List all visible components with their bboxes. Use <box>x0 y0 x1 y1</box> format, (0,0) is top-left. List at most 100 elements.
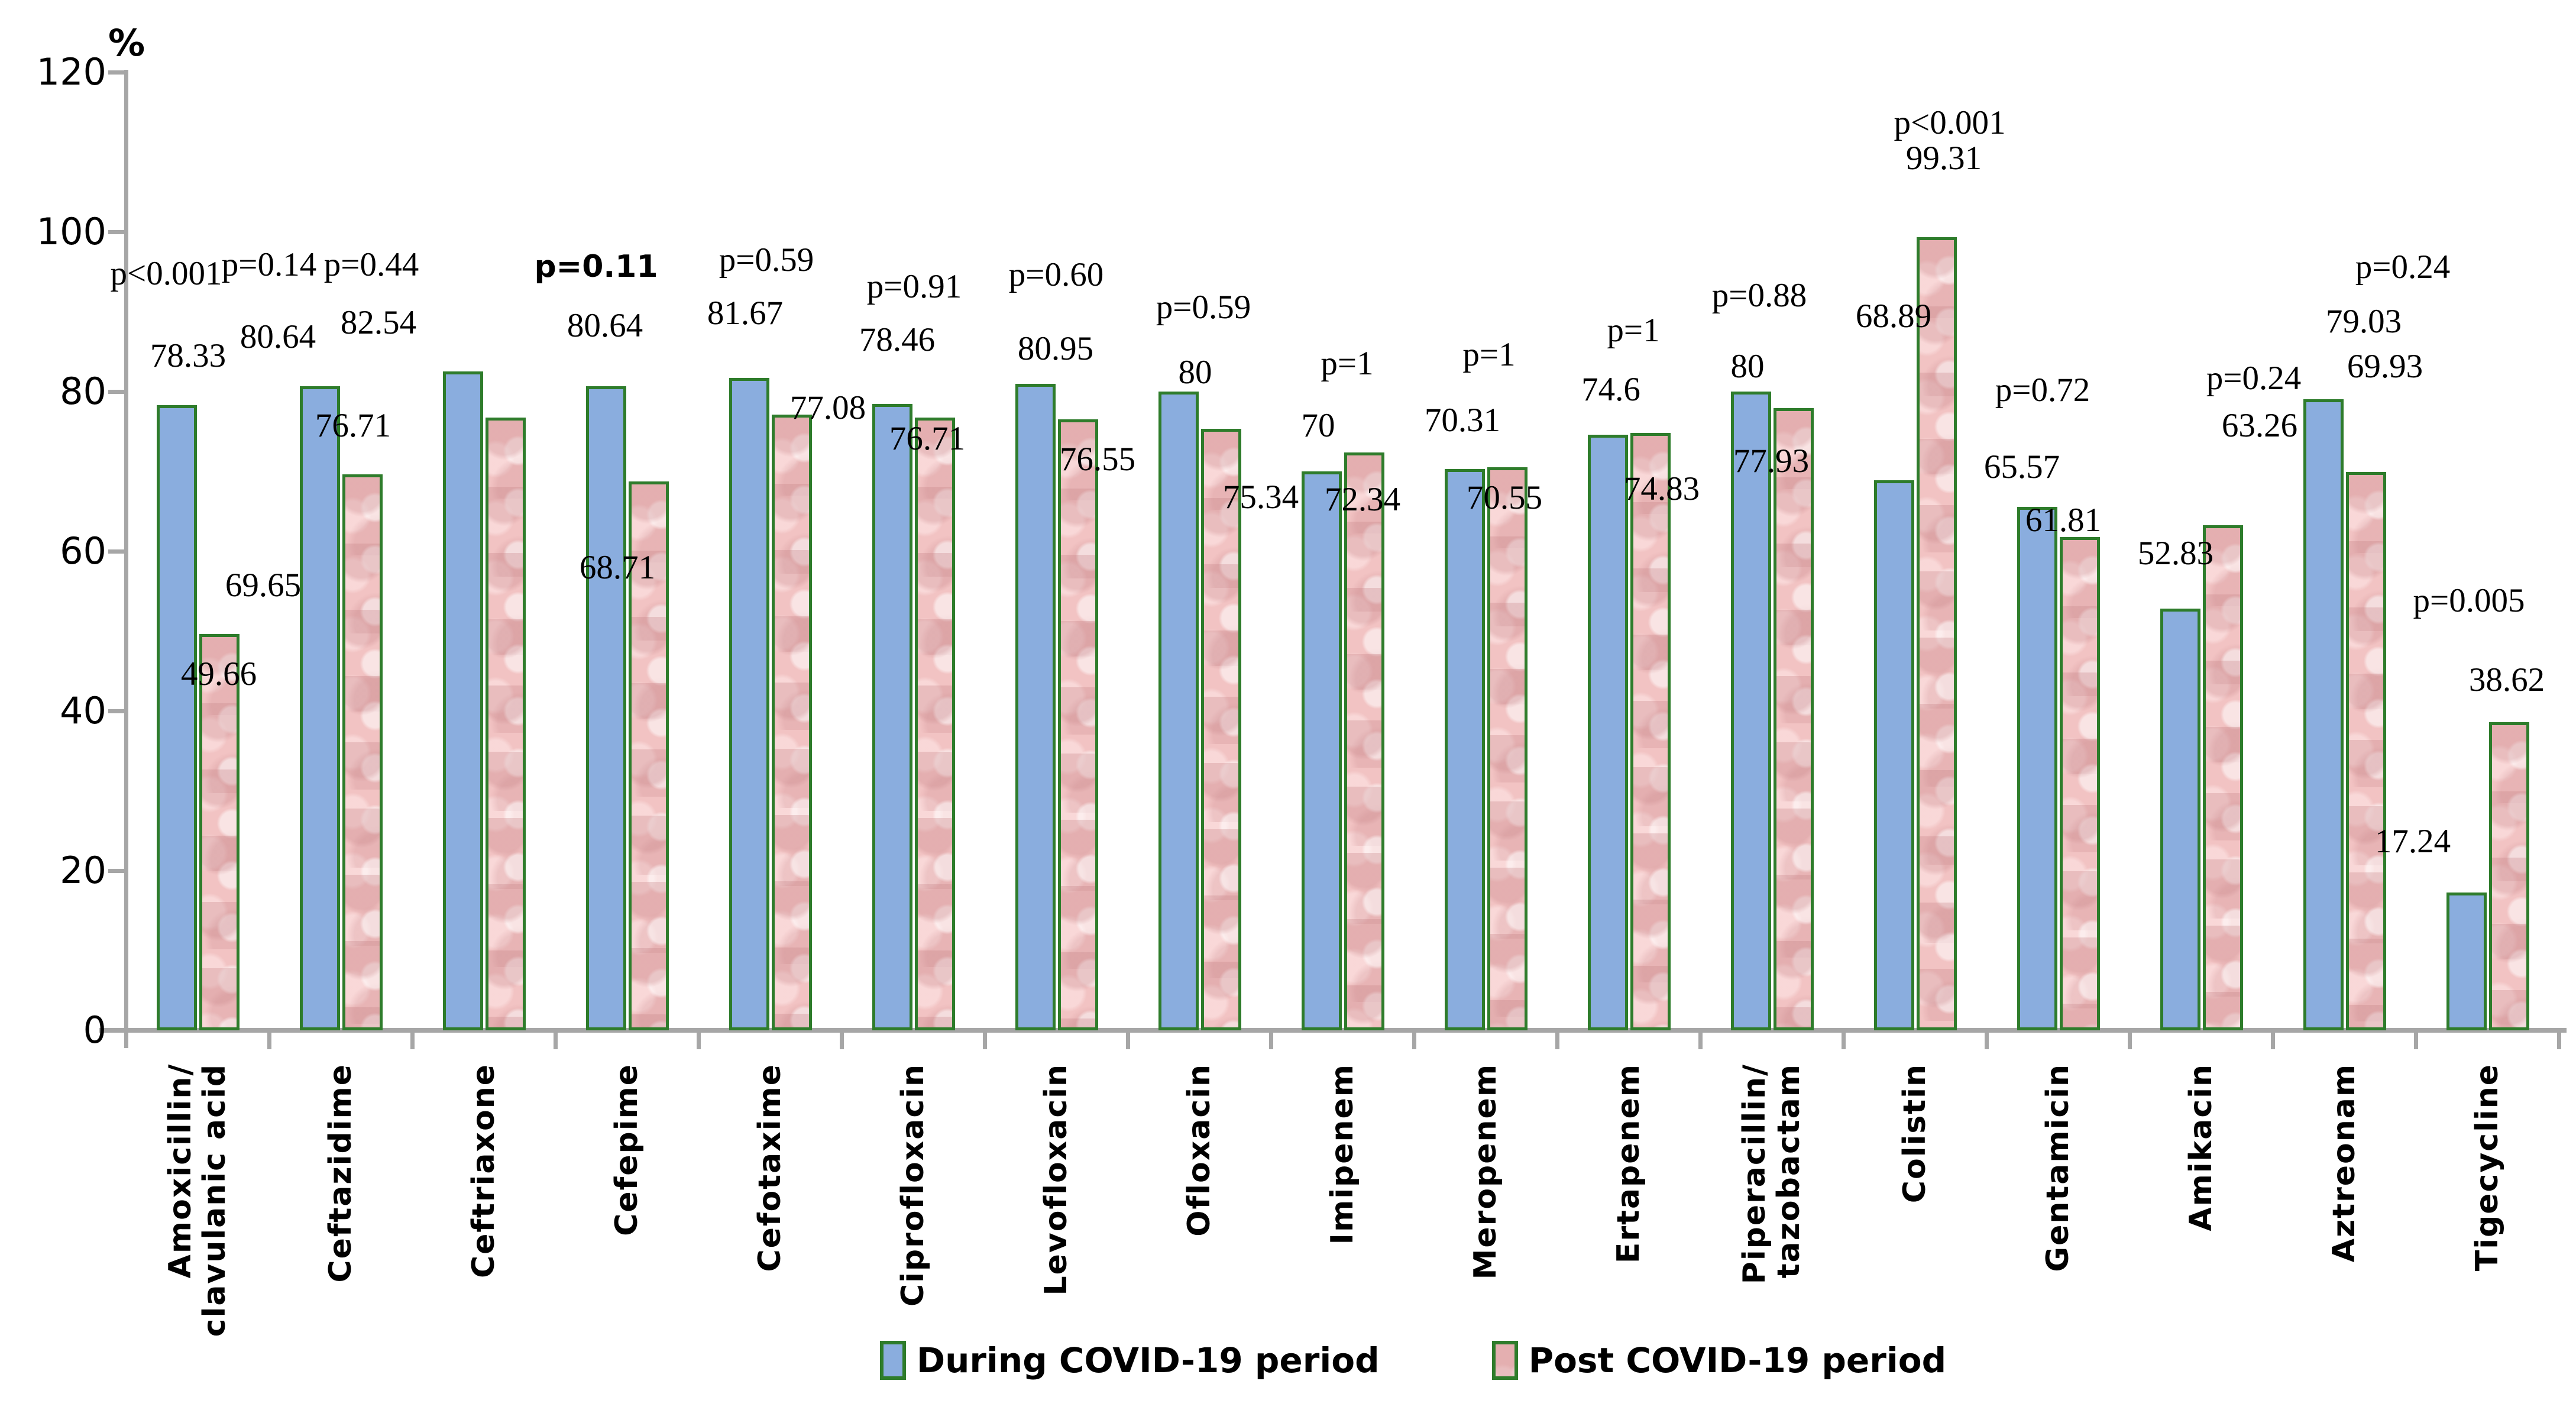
value-label-post: 76.71 <box>889 420 966 457</box>
x-axis-boundary-tick <box>1269 1030 1273 1049</box>
p-value-label: p=0.59 <box>1156 289 1251 326</box>
p-value-label: p=0.14 <box>221 246 317 283</box>
bar-post <box>1774 408 1814 1030</box>
category-label-text: Meropenem <box>1467 1063 1503 1280</box>
y-axis-tick <box>108 230 126 234</box>
x-axis-boundary-tick <box>2271 1030 2275 1049</box>
x-axis-boundary-tick <box>410 1030 415 1049</box>
category-label-text: Levofloxacin <box>1038 1063 1074 1296</box>
category-label: Meropenem <box>1414 1063 1557 1341</box>
p-value-label: p=1 <box>1462 336 1516 373</box>
bar-post <box>1058 419 1098 1030</box>
bar-during <box>1731 392 1771 1030</box>
bar-post <box>1630 432 1671 1030</box>
category-label-text: Cefotaxime <box>752 1063 788 1272</box>
bar-during <box>2303 399 2344 1030</box>
bar-post <box>1487 467 1528 1030</box>
value-label-during: 78.33 <box>150 337 226 374</box>
value-label-post: 76.71 <box>315 407 391 444</box>
p-value-label: p=0.59 <box>719 241 814 279</box>
bar-during <box>300 386 340 1030</box>
x-axis-boundary-tick <box>697 1030 701 1049</box>
category-label-text: Ceftriaxone <box>465 1063 501 1279</box>
category-label-text: Aztreonam <box>2326 1063 2362 1263</box>
bar-during <box>157 405 197 1030</box>
x-axis-boundary-tick <box>2414 1030 2418 1049</box>
category-label: Amikacin <box>2130 1063 2273 1341</box>
bar-during <box>2160 608 2200 1030</box>
value-label-post: 76.55 <box>1059 441 1136 478</box>
y-tick-label: 60 <box>60 529 106 573</box>
category-label-text: Piperacillin/ tazobactam <box>1736 1063 1807 1285</box>
value-label-during: 80.95 <box>1017 330 1094 367</box>
category-label: Colistin <box>1843 1063 1986 1341</box>
x-axis-boundary-tick <box>554 1030 558 1049</box>
category-label-text: Amoxicillin/ clavulanic acid <box>162 1063 232 1337</box>
p-value-label: p<0.001 <box>1894 104 2006 141</box>
y-axis-tick <box>108 1029 126 1033</box>
p-value-label: p=1 <box>1607 312 1660 349</box>
value-label-during: 82.54 <box>340 304 417 341</box>
bar-during <box>586 386 626 1030</box>
y-axis-unit-label: % <box>108 21 145 64</box>
p-value-label: p=1 <box>1321 345 1374 382</box>
value-label-post: 99.31 <box>1905 140 1982 177</box>
category-label: Tigecycline <box>2416 1063 2559 1341</box>
p-value-label: p<0.001 <box>110 255 222 292</box>
value-label-during: 74.6 <box>1581 371 1640 408</box>
bar-during <box>1588 434 1628 1030</box>
category-label-text: Ertapenem <box>1610 1063 1646 1264</box>
x-axis-boundary-tick <box>840 1030 844 1049</box>
x-axis-boundary-tick <box>1698 1030 1703 1049</box>
bar-during <box>729 378 769 1030</box>
y-tick-label: 20 <box>60 849 106 892</box>
p-value-label: p=0.91 <box>866 268 962 305</box>
p-value-label: p=0.60 <box>1008 256 1104 293</box>
value-label-during: 17.24 <box>2374 823 2451 860</box>
category-label-text: Imipenem <box>1324 1063 1360 1245</box>
category-label-text: Ofloxacin <box>1181 1063 1217 1237</box>
x-axis-boundary-tick <box>983 1030 987 1049</box>
bar-during <box>1874 480 1914 1030</box>
p-value-label: p=0.24 <box>2355 248 2451 286</box>
category-label-text: Ceftazidime <box>322 1063 358 1283</box>
category-label: Levofloxacin <box>985 1063 1128 1341</box>
bar-post <box>342 474 383 1030</box>
category-label: Cefepime <box>555 1063 698 1341</box>
y-tick-label: 120 <box>36 50 106 93</box>
bar-post <box>199 633 240 1030</box>
category-label-text: Tigecycline <box>2469 1063 2505 1272</box>
value-label-post: 63.26 <box>2221 407 2298 444</box>
legend-item: Post COVID-19 period <box>1491 1340 1947 1380</box>
legend-item: During COVID-19 period <box>880 1340 1380 1380</box>
bar-during <box>2446 893 2487 1030</box>
value-label-during: 80 <box>1178 354 1212 391</box>
bar-post <box>486 418 526 1030</box>
value-label-during: 81.67 <box>707 295 784 332</box>
x-axis-boundary-tick <box>267 1030 271 1049</box>
value-label-during: 70 <box>1301 407 1335 444</box>
value-label-during: 79.03 <box>2325 303 2402 340</box>
category-label: Piperacillin/ tazobactam <box>1700 1063 1843 1341</box>
value-label-post: 77.93 <box>1733 442 1810 480</box>
legend-swatch-during <box>880 1341 906 1380</box>
x-axis-boundary-tick <box>2557 1030 2561 1049</box>
value-label-post: 70.55 <box>1466 479 1543 516</box>
p-value-label: p=0.11 <box>534 249 658 284</box>
legend: During COVID-19 period Post COVID-19 peri… <box>880 1340 1946 1380</box>
value-label-post: 72.34 <box>1324 481 1401 518</box>
value-label-during: 80.64 <box>567 307 643 344</box>
x-axis-boundary-tick <box>1842 1030 1846 1049</box>
value-label-during: 70.31 <box>1424 402 1501 439</box>
x-axis-line <box>99 1028 2567 1033</box>
legend-label: Post COVID-19 period <box>1528 1340 1947 1380</box>
y-tick-label: 0 <box>83 1008 106 1052</box>
value-label-during: 52.83 <box>2137 535 2214 572</box>
category-label: Imipenem <box>1271 1063 1414 1341</box>
p-value-label: p=0.88 <box>1711 277 1807 314</box>
y-axis-tick <box>108 549 126 554</box>
value-label-post: 38.62 <box>2468 661 2545 699</box>
bar-post <box>1344 452 1384 1030</box>
bar-post <box>1917 237 1957 1030</box>
